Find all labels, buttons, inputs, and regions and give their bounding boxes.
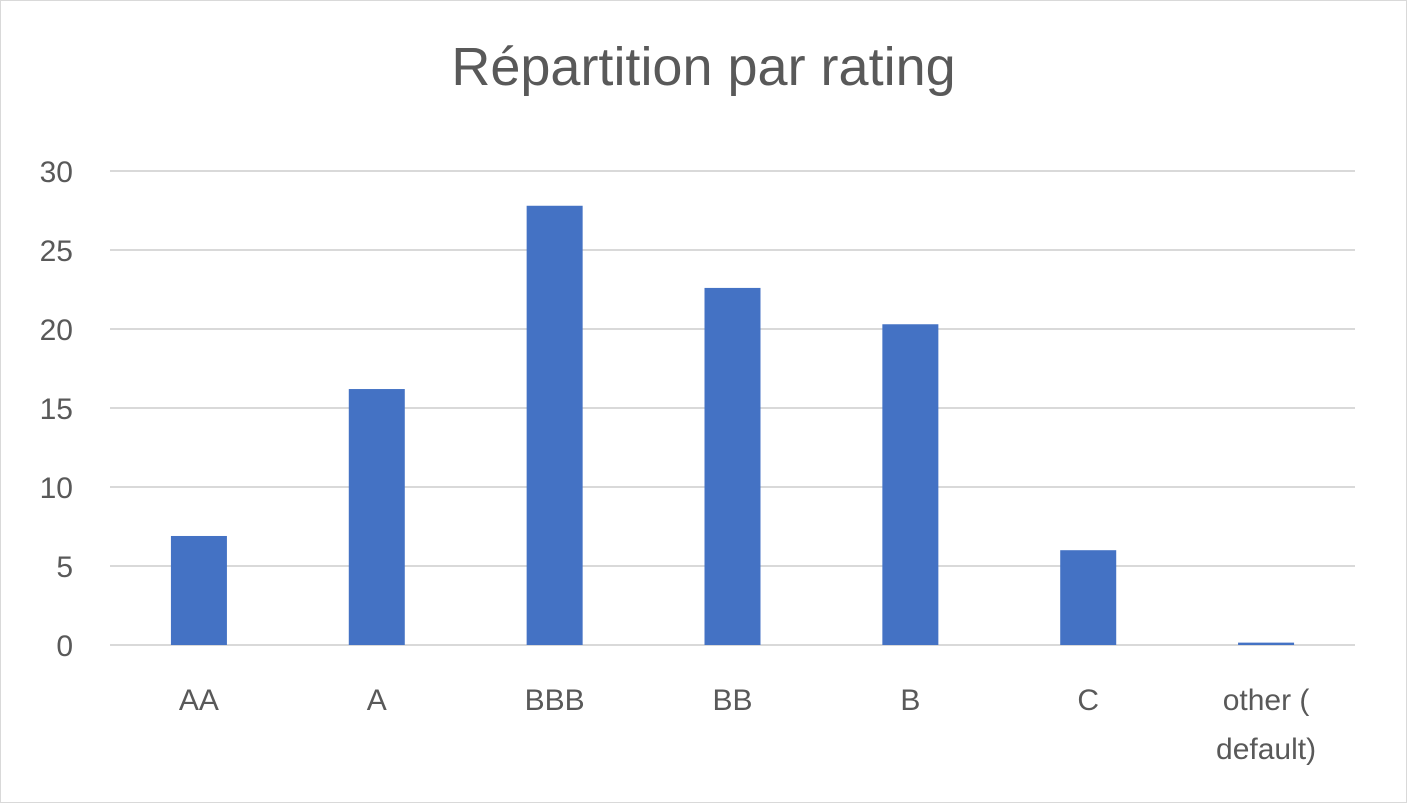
bar [348, 389, 405, 645]
x-tick-label: AA [179, 684, 219, 717]
x-tick-label: BB [712, 684, 752, 717]
x-tick-label-line: AA [179, 684, 219, 717]
y-tick-label: 30 [40, 156, 73, 189]
x-tick-label-line: BB [712, 684, 752, 717]
chart-title: Répartition par rating [451, 37, 956, 97]
x-tick-label-line: BBB [525, 684, 585, 717]
bar [170, 535, 227, 645]
y-tick-label: 0 [56, 630, 73, 663]
y-tick-label: 25 [40, 235, 73, 268]
y-tick-label: 20 [40, 314, 73, 347]
x-tick-label: A [367, 684, 387, 717]
bar [1238, 642, 1295, 645]
bars [170, 205, 1295, 645]
x-tick-label: C [1077, 684, 1099, 717]
bar [1060, 550, 1117, 645]
y-tick-label: 5 [56, 551, 73, 584]
y-tick-label: 10 [40, 472, 73, 505]
x-tick-label: other ( default) [1216, 684, 1316, 766]
x-tick-label-line: A [367, 684, 387, 717]
bar [526, 205, 583, 645]
x-tick-label: BBB [525, 684, 585, 717]
x-tick-label-line: C [1077, 684, 1099, 717]
y-tick-label: 15 [40, 393, 73, 426]
x-tick-label: B [900, 684, 920, 717]
x-tick-label-line: default) [1216, 733, 1316, 766]
y-axis-ticks: 0 5 10 15 20 25 30 [40, 156, 73, 663]
bar [882, 324, 939, 645]
x-tick-label-line: B [900, 684, 920, 717]
bar [704, 287, 761, 645]
x-tick-label-line: other ( [1223, 684, 1310, 717]
